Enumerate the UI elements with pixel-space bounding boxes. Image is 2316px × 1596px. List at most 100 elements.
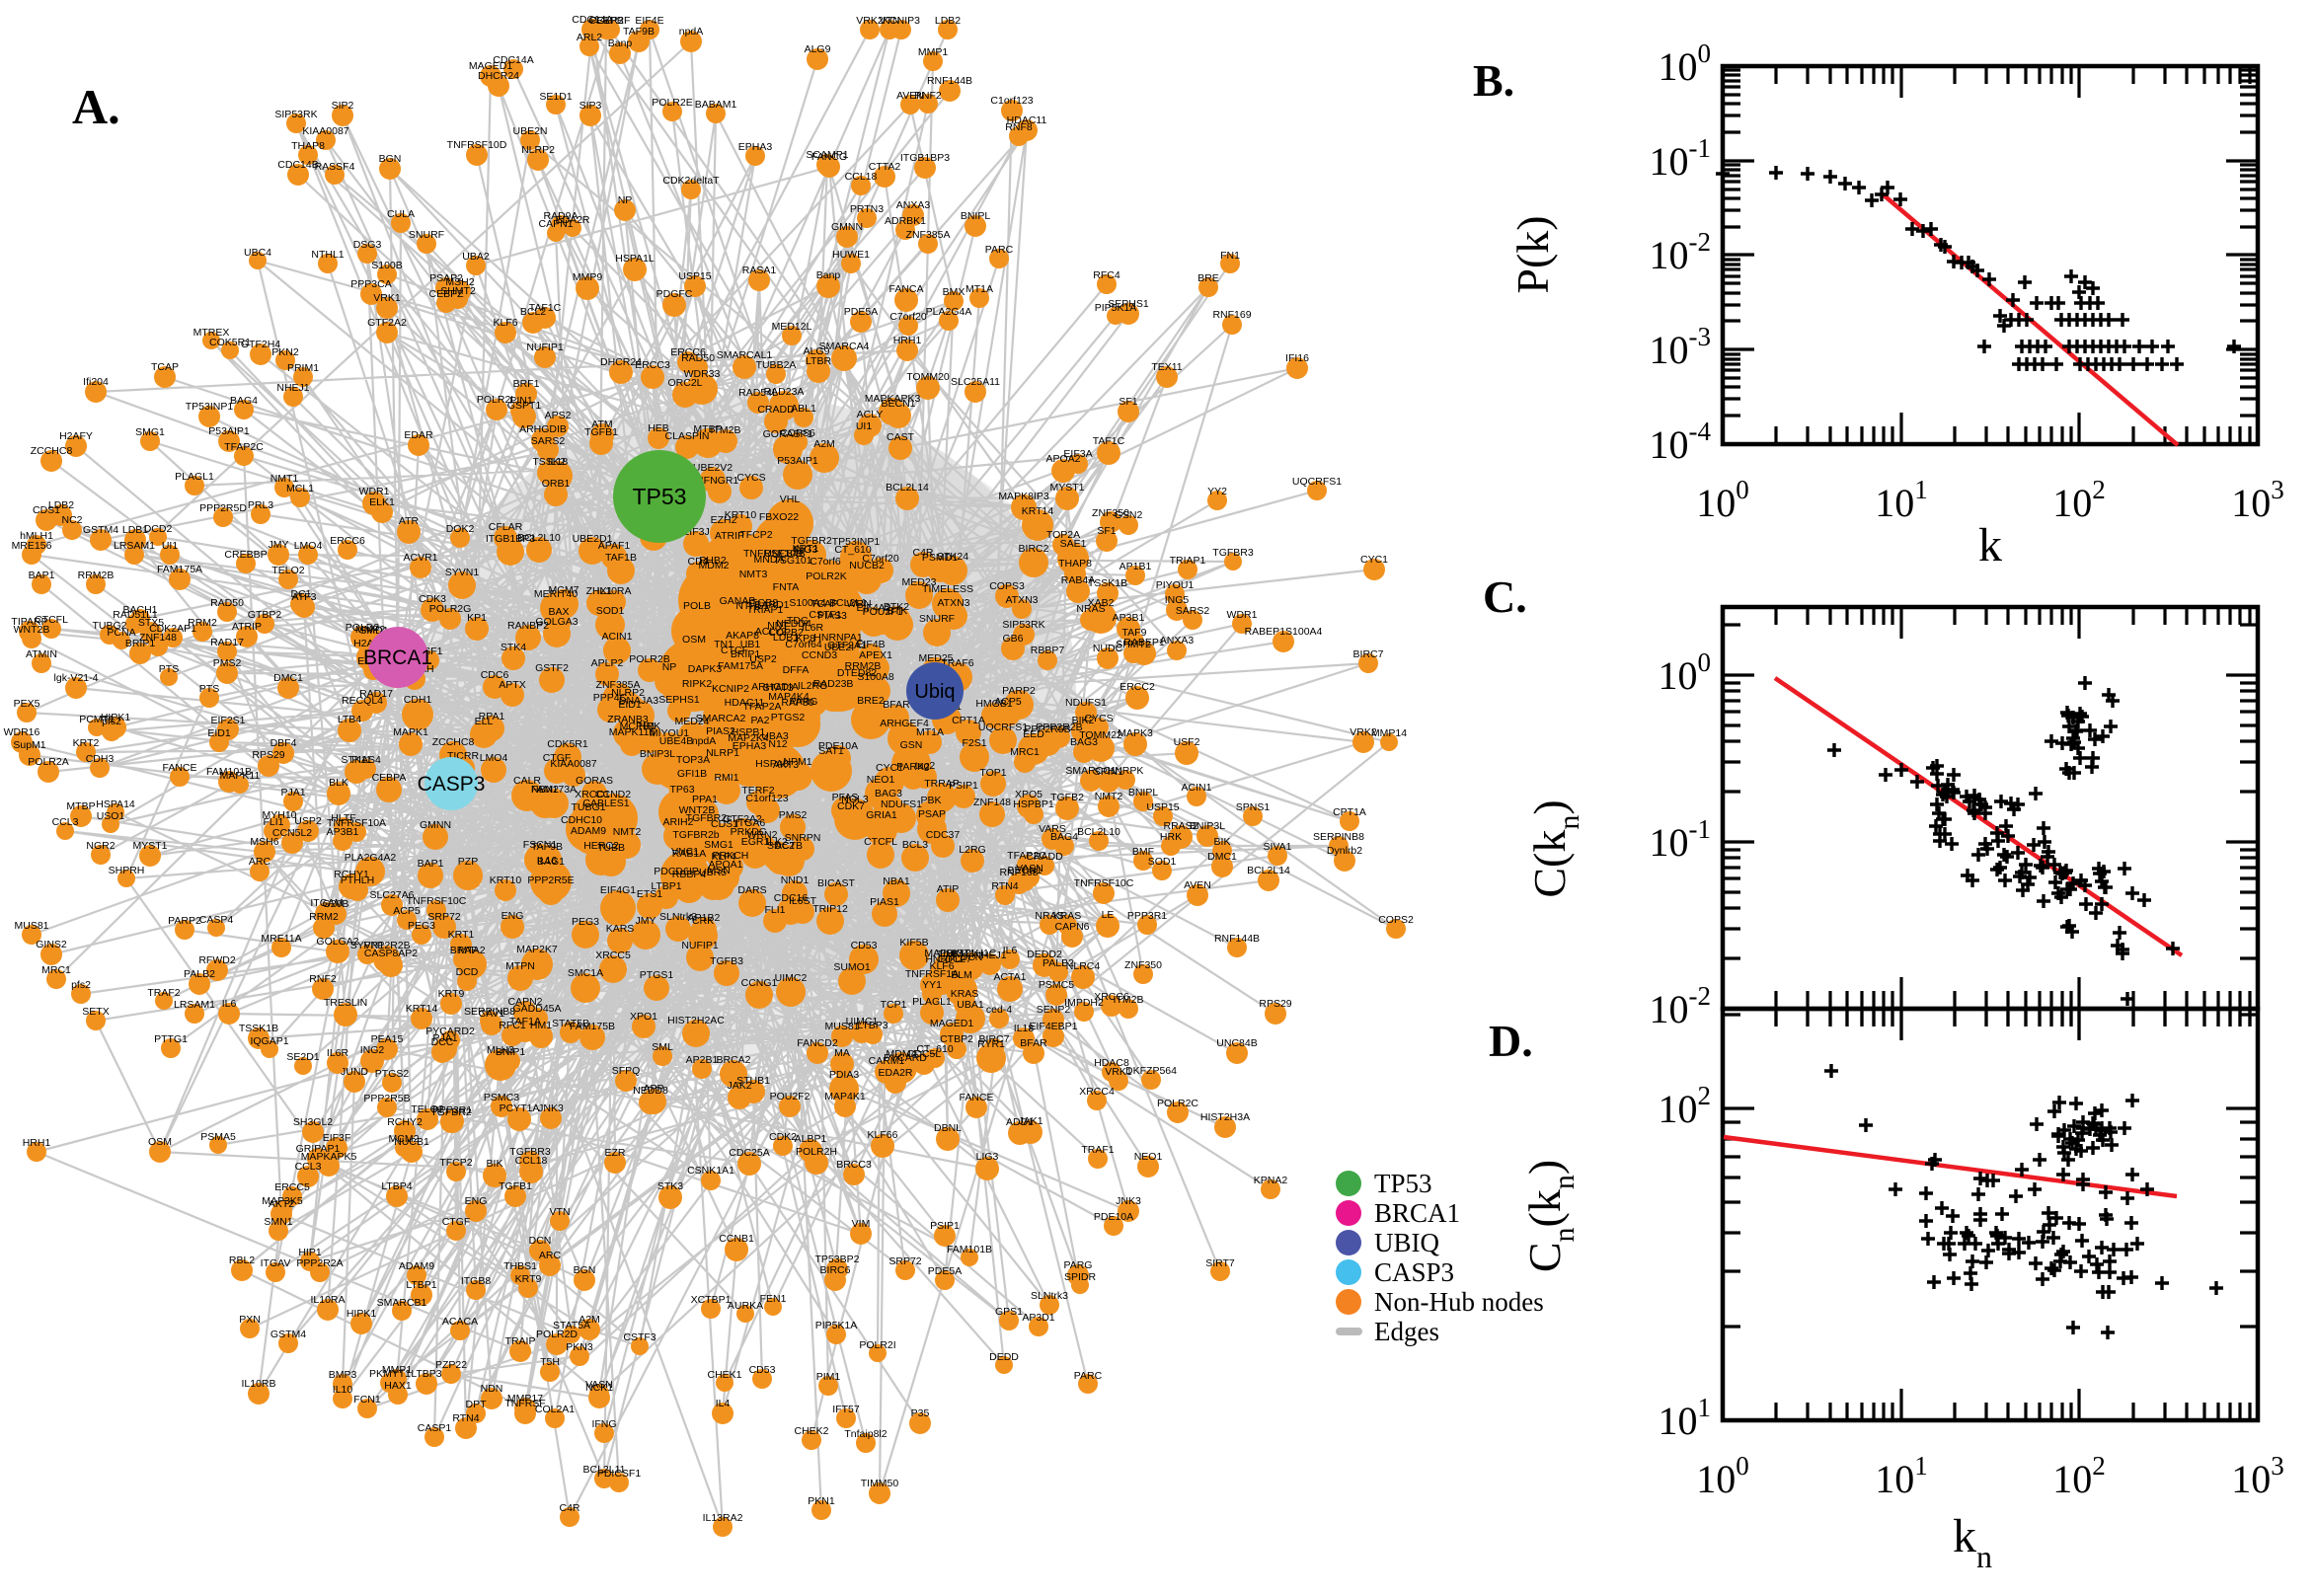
svg-text:CCND3: CCND3 xyxy=(802,649,837,661)
svg-text:TGFBR2b: TGFBR2b xyxy=(672,829,719,841)
svg-text:ACLY2: ACLY2 xyxy=(755,626,788,638)
svg-text:EGR1: EGR1 xyxy=(741,836,770,848)
svg-text:Tnfaip8l2: Tnfaip8l2 xyxy=(844,1428,887,1440)
svg-text:CDC6: CDC6 xyxy=(481,669,509,681)
svg-text:PPP2R5B: PPP2R5B xyxy=(1024,723,1070,735)
svg-text:JNK3: JNK3 xyxy=(538,1102,564,1114)
svg-text:RAD17: RAD17 xyxy=(210,637,244,648)
svg-text:CSNK1A1: CSNK1A1 xyxy=(687,1165,734,1177)
svg-text:CARM1: CARM1 xyxy=(869,1055,905,1067)
svg-text:TUBG2: TUBG2 xyxy=(92,620,126,632)
svg-text:LDB1: LDB1 xyxy=(122,524,148,536)
svg-text:ORB1: ORB1 xyxy=(542,478,571,490)
svg-text:MAPK11: MAPK11 xyxy=(220,770,261,782)
svg-text:D.: D. xyxy=(1489,1016,1533,1066)
svg-text:SLNtrk3: SLNtrk3 xyxy=(659,911,697,923)
svg-text:TOP2A: TOP2A xyxy=(1046,529,1080,541)
svg-text:PPP2R2A: PPP2R2A xyxy=(296,1257,343,1269)
svg-text:PALB2: PALB2 xyxy=(184,968,215,980)
svg-text:UBE4B: UBE4B xyxy=(659,735,693,747)
svg-text:BMF: BMF xyxy=(1132,846,1154,858)
svg-text:TRESLIN: TRESLIN xyxy=(324,997,367,1009)
svg-text:ITGAM: ITGAM xyxy=(310,897,343,909)
svg-text:COK5R1: COK5R1 xyxy=(209,337,251,348)
svg-text:PFAS: PFAS xyxy=(832,792,859,803)
svg-text:NGR2: NGR2 xyxy=(86,840,115,852)
svg-text:TNFRSF: TNFRSF xyxy=(504,1398,545,1409)
svg-text:WNT2B: WNT2B xyxy=(679,804,716,816)
svg-text:CDC16: CDC16 xyxy=(774,892,809,904)
svg-text:ITGB8: ITGB8 xyxy=(748,597,779,609)
svg-text:MAPK11b: MAPK11b xyxy=(609,726,656,738)
svg-text:CCL18: CCL18 xyxy=(515,1155,548,1167)
svg-text:BNIP3L: BNIP3L xyxy=(640,748,675,760)
svg-text:WDR1: WDR1 xyxy=(1227,609,1258,621)
svg-text:Non-Hub nodes: Non-Hub nodes xyxy=(1374,1287,1544,1317)
svg-text:SMARCC1: SMARCC1 xyxy=(1065,765,1117,777)
svg-text:TP53INP1: TP53INP1 xyxy=(186,401,234,413)
svg-text:RNF8: RNF8 xyxy=(1005,121,1033,133)
svg-text:SLC25A11: SLC25A11 xyxy=(951,376,1000,388)
svg-text:HNRPK: HNRPK xyxy=(1108,765,1144,777)
svg-text:CRADD: CRADD xyxy=(757,404,795,416)
svg-text:ATRIP: ATRIP xyxy=(715,530,744,542)
svg-text:ORC2L: ORC2L xyxy=(667,377,702,389)
svg-text:FANCA: FANCA xyxy=(888,283,923,295)
svg-text:KRAS: KRAS xyxy=(951,988,979,1000)
svg-text:IFI16: IFI16 xyxy=(1285,352,1309,364)
svg-text:ZNF385A: ZNF385A xyxy=(906,229,951,241)
svg-text:CDS1: CDS1 xyxy=(711,818,738,830)
svg-text:MCM7: MCM7 xyxy=(549,584,579,596)
svg-text:MNDA: MNDA xyxy=(754,554,785,566)
svg-text:FSCN1: FSCN1 xyxy=(523,839,558,851)
svg-text:PCNA: PCNA xyxy=(107,627,135,639)
svg-text:MAPKAPK3: MAPKAPK3 xyxy=(865,393,921,405)
svg-text:RFC4: RFC4 xyxy=(1093,269,1120,281)
svg-text:YY2: YY2 xyxy=(1207,486,1227,497)
svg-text:STK4: STK4 xyxy=(501,642,526,653)
svg-text:RABEP1: RABEP1 xyxy=(1123,637,1165,648)
svg-text:CAST: CAST xyxy=(887,431,915,443)
svg-text:CT_610: CT_610 xyxy=(916,1043,954,1055)
svg-text:BAG3: BAG3 xyxy=(875,788,902,799)
svg-text:AKT2: AKT2 xyxy=(269,1198,294,1210)
svg-text:TIMM44: TIMM44 xyxy=(937,949,975,960)
svg-text:DCN: DCN xyxy=(961,951,983,963)
svg-text:KRT14: KRT14 xyxy=(1022,505,1054,517)
svg-text:ADD1: ADD1 xyxy=(1006,1116,1034,1128)
svg-text:MMP17: MMP17 xyxy=(507,1393,543,1405)
svg-text:HMGB1: HMGB1 xyxy=(975,698,1013,710)
svg-text:tag2: tag2 xyxy=(915,760,936,772)
svg-text:RASSF4: RASSF4 xyxy=(315,161,355,173)
svg-text:PTS: PTS xyxy=(199,683,219,695)
svg-text:LRSAM1: LRSAM1 xyxy=(114,540,155,552)
svg-text:CYC1: CYC1 xyxy=(876,762,903,774)
svg-text:SMC1A: SMC1A xyxy=(568,967,603,979)
svg-text:CTTA2: CTTA2 xyxy=(869,161,901,173)
svg-text:RECQL4: RECQL4 xyxy=(342,695,383,707)
svg-text:ARL2: ARL2 xyxy=(577,32,602,43)
svg-text:HEB: HEB xyxy=(648,422,669,434)
svg-text:DMC1: DMC1 xyxy=(273,672,303,684)
svg-text:IL10: IL10 xyxy=(333,1384,353,1396)
svg-text:CDK3: CDK3 xyxy=(419,593,446,605)
svg-text:PBK: PBK xyxy=(920,795,941,806)
svg-text:A.: A. xyxy=(72,79,120,134)
svg-text:RNF2: RNF2 xyxy=(914,90,942,102)
svg-text:NHEJ1: NHEJ1 xyxy=(973,950,1006,961)
svg-text:JAK1: JAK1 xyxy=(1018,1115,1042,1127)
svg-text:KLF4: KLF4 xyxy=(711,851,735,863)
svg-text:TCP1: TCP1 xyxy=(881,999,907,1011)
svg-text:PSAP: PSAP xyxy=(918,808,946,820)
svg-text:HSPB1: HSPB1 xyxy=(732,726,766,738)
svg-text:ILK2: ILK2 xyxy=(766,836,788,848)
svg-text:KRT2: KRT2 xyxy=(73,737,100,749)
svg-text:UQCRFS1: UQCRFS1 xyxy=(978,722,1028,733)
svg-text:FAM175A: FAM175A xyxy=(157,564,202,575)
svg-text:CYC1: CYC1 xyxy=(1360,554,1388,566)
svg-text:NLRP2: NLRP2 xyxy=(521,144,555,156)
svg-text:Banp: Banp xyxy=(816,269,841,281)
svg-text:BAP1: BAP1 xyxy=(29,570,55,581)
svg-text:PRKCH: PRKCH xyxy=(713,850,749,862)
svg-text:ANXA3: ANXA3 xyxy=(896,199,931,211)
